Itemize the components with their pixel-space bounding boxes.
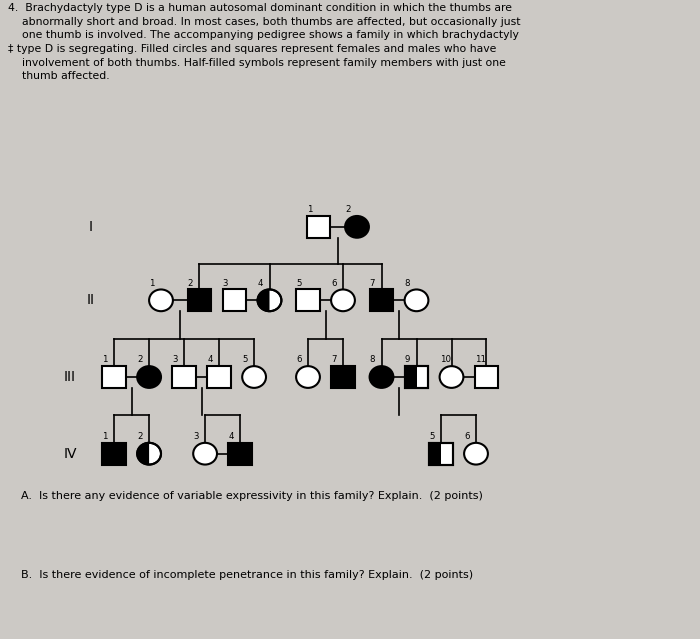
Bar	[405, 366, 416, 388]
Circle shape	[242, 366, 266, 388]
Circle shape	[464, 443, 488, 465]
Text: 4: 4	[228, 432, 234, 441]
Text: 3: 3	[172, 355, 178, 364]
Circle shape	[137, 366, 161, 388]
Text: I: I	[89, 220, 93, 234]
Bar	[223, 289, 246, 311]
Text: 5: 5	[296, 279, 302, 288]
Text: 8: 8	[370, 355, 375, 364]
Text: 3: 3	[193, 432, 199, 441]
Text: IV: IV	[63, 447, 77, 461]
Text: 2: 2	[188, 279, 193, 288]
Text: 6: 6	[331, 279, 337, 288]
Bar	[429, 443, 441, 465]
Text: 3: 3	[223, 279, 228, 288]
Wedge shape	[258, 289, 270, 311]
Text: III: III	[64, 370, 76, 384]
Text: II: II	[87, 293, 95, 307]
Bar	[475, 366, 498, 388]
Bar	[102, 443, 126, 465]
Text: 5: 5	[242, 355, 248, 364]
Circle shape	[258, 289, 281, 311]
Text: A.  Is there any evidence of variable expressivity in this family? Explain.  (2 : A. Is there any evidence of variable exp…	[21, 491, 483, 501]
Circle shape	[193, 443, 217, 465]
Bar	[228, 443, 252, 465]
Circle shape	[345, 216, 369, 238]
Text: 6: 6	[296, 355, 302, 364]
Bar	[405, 366, 428, 388]
Wedge shape	[137, 443, 149, 465]
Text: 4: 4	[258, 279, 263, 288]
Bar	[188, 289, 211, 311]
Text: 9: 9	[405, 355, 410, 364]
Text: 4.  Brachydactyly type D is a human autosomal dominant condition in which the th: 4. Brachydactyly type D is a human autos…	[8, 3, 521, 81]
Bar	[296, 289, 320, 311]
Text: B.  Is there evidence of incomplete penetrance in this family? Explain.  (2 poin: B. Is there evidence of incomplete penet…	[21, 570, 473, 580]
Text: 11: 11	[475, 355, 486, 364]
Circle shape	[331, 289, 355, 311]
Bar	[102, 366, 126, 388]
Circle shape	[296, 366, 320, 388]
Bar	[307, 216, 330, 238]
Text: 2: 2	[137, 355, 143, 364]
Bar	[405, 366, 428, 388]
Bar	[429, 443, 453, 465]
Bar	[172, 366, 196, 388]
Bar	[207, 366, 231, 388]
Bar	[370, 289, 393, 311]
Text: 7: 7	[370, 279, 375, 288]
Text: 2: 2	[137, 432, 143, 441]
Text: 1: 1	[102, 432, 108, 441]
Bar	[429, 443, 453, 465]
Text: 8: 8	[405, 279, 410, 288]
Bar	[331, 366, 355, 388]
Text: 4: 4	[207, 355, 213, 364]
Text: 6: 6	[464, 432, 470, 441]
Text: 1: 1	[149, 279, 155, 288]
Circle shape	[440, 366, 463, 388]
Text: 2: 2	[345, 205, 351, 214]
Text: 1: 1	[102, 355, 108, 364]
Text: 10: 10	[440, 355, 451, 364]
Text: 7: 7	[331, 355, 337, 364]
Text: 5: 5	[429, 432, 435, 441]
Text: 1: 1	[307, 205, 312, 214]
Circle shape	[405, 289, 428, 311]
Circle shape	[137, 443, 161, 465]
Circle shape	[149, 289, 173, 311]
Circle shape	[370, 366, 393, 388]
